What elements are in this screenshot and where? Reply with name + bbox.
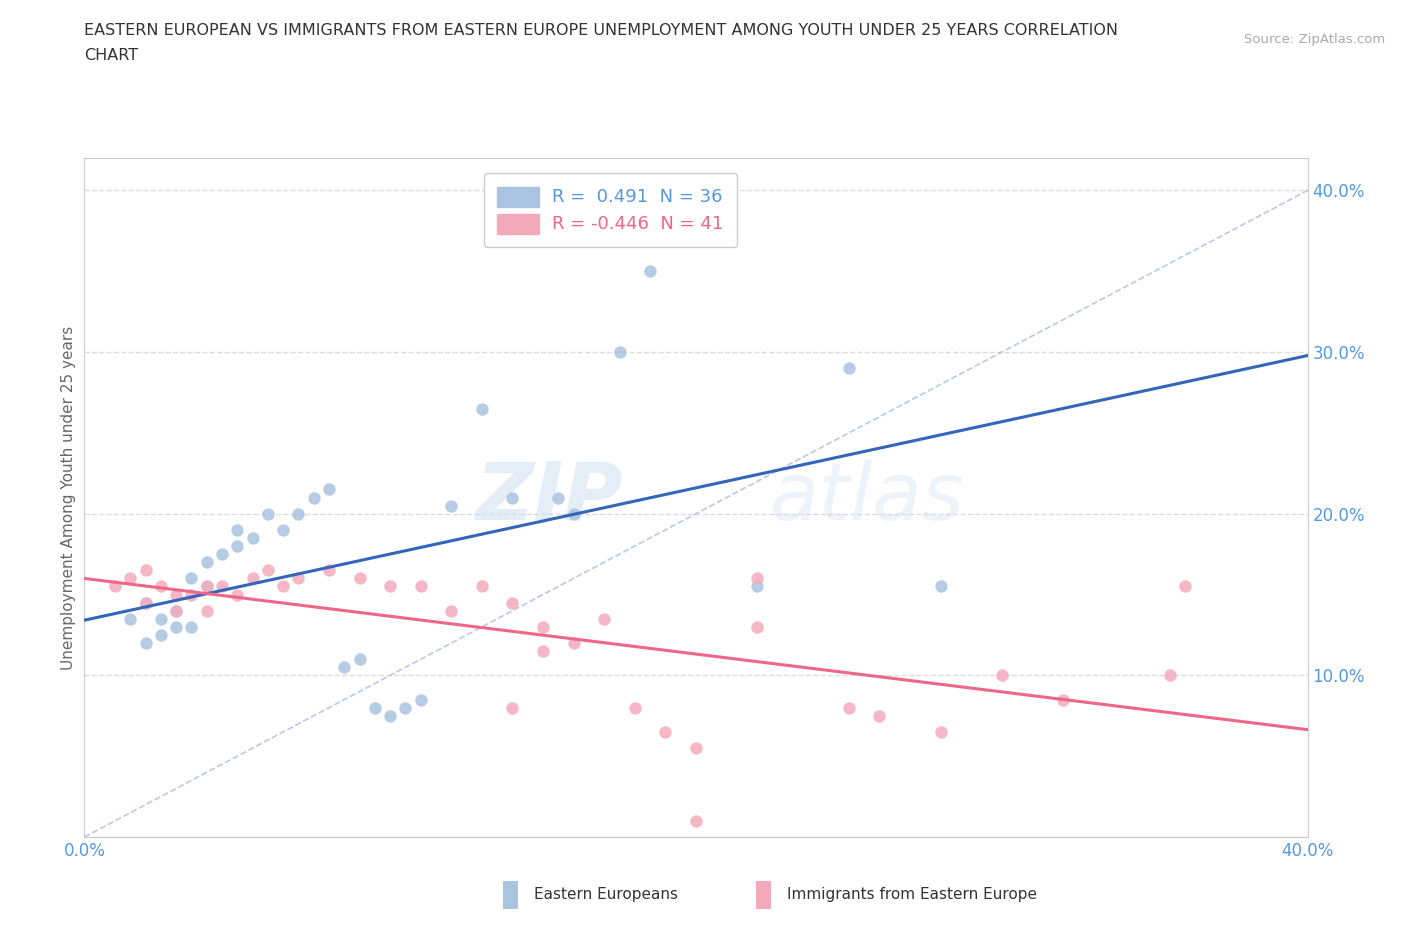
Point: [226, 538, 249, 553]
Point: [149, 628, 172, 643]
Point: [287, 571, 309, 586]
Point: [624, 700, 647, 715]
Point: [394, 700, 416, 715]
Point: [165, 619, 187, 634]
Point: [471, 579, 494, 594]
Point: [562, 506, 585, 521]
Text: Immigrants from Eastern Europe: Immigrants from Eastern Europe: [787, 887, 1038, 902]
Point: [409, 579, 432, 594]
Point: [195, 555, 218, 570]
Point: [1174, 579, 1197, 594]
Point: [120, 611, 142, 626]
Point: [120, 571, 142, 586]
Point: [226, 587, 249, 602]
Point: [685, 814, 707, 829]
Point: [380, 579, 402, 594]
Point: [135, 595, 157, 610]
Point: [333, 660, 356, 675]
Point: [211, 547, 233, 562]
Point: [180, 571, 202, 586]
Point: [1159, 668, 1181, 683]
Point: [562, 635, 585, 650]
Point: [135, 635, 157, 650]
Point: [149, 579, 172, 594]
Text: CHART: CHART: [84, 48, 138, 63]
Point: [654, 724, 676, 739]
Point: [271, 579, 294, 594]
Point: [747, 571, 769, 586]
Point: [838, 361, 860, 376]
Point: [929, 724, 952, 739]
Point: [502, 595, 524, 610]
Point: [747, 619, 769, 634]
Point: [685, 740, 707, 755]
Point: [318, 482, 340, 497]
Point: [380, 709, 402, 724]
Point: [165, 604, 187, 618]
Point: [531, 644, 554, 658]
Point: [440, 498, 463, 513]
Point: [349, 652, 371, 667]
Text: Source: ZipAtlas.com: Source: ZipAtlas.com: [1244, 33, 1385, 46]
Point: [531, 619, 554, 634]
Point: [547, 490, 569, 505]
Point: [991, 668, 1014, 683]
Point: [257, 563, 280, 578]
Y-axis label: Unemployment Among Youth under 25 years: Unemployment Among Youth under 25 years: [60, 326, 76, 670]
Point: [318, 563, 340, 578]
Point: [135, 595, 157, 610]
Point: [593, 611, 616, 626]
Point: [165, 587, 187, 602]
Text: ZIP: ZIP: [475, 458, 623, 537]
Point: [226, 523, 249, 538]
Point: [502, 490, 524, 505]
Point: [364, 700, 387, 715]
Text: atlas: atlas: [769, 458, 965, 537]
Point: [302, 490, 325, 505]
Point: [149, 611, 172, 626]
Text: Eastern Europeans: Eastern Europeans: [534, 887, 678, 902]
Point: [609, 345, 631, 360]
Point: [165, 604, 187, 618]
Point: [409, 692, 432, 707]
Point: [135, 563, 157, 578]
Point: [287, 506, 309, 521]
Point: [471, 401, 494, 416]
Point: [104, 579, 127, 594]
Point: [195, 604, 218, 618]
Point: [211, 579, 233, 594]
Point: [257, 506, 280, 521]
Point: [638, 264, 661, 279]
Point: [929, 579, 952, 594]
Text: EASTERN EUROPEAN VS IMMIGRANTS FROM EASTERN EUROPE UNEMPLOYMENT AMONG YOUTH UNDE: EASTERN EUROPEAN VS IMMIGRANTS FROM EAST…: [84, 23, 1118, 38]
Point: [180, 619, 202, 634]
Point: [747, 579, 769, 594]
Point: [1052, 692, 1074, 707]
Point: [271, 523, 294, 538]
Point: [440, 604, 463, 618]
Point: [242, 530, 264, 545]
Point: [195, 579, 218, 594]
Point: [195, 579, 218, 594]
Legend: R =  0.491  N = 36, R = -0.446  N = 41: R = 0.491 N = 36, R = -0.446 N = 41: [484, 173, 737, 247]
Point: [180, 587, 202, 602]
Point: [349, 571, 371, 586]
Point: [502, 700, 524, 715]
Point: [838, 700, 860, 715]
Point: [242, 571, 264, 586]
Point: [869, 709, 891, 724]
